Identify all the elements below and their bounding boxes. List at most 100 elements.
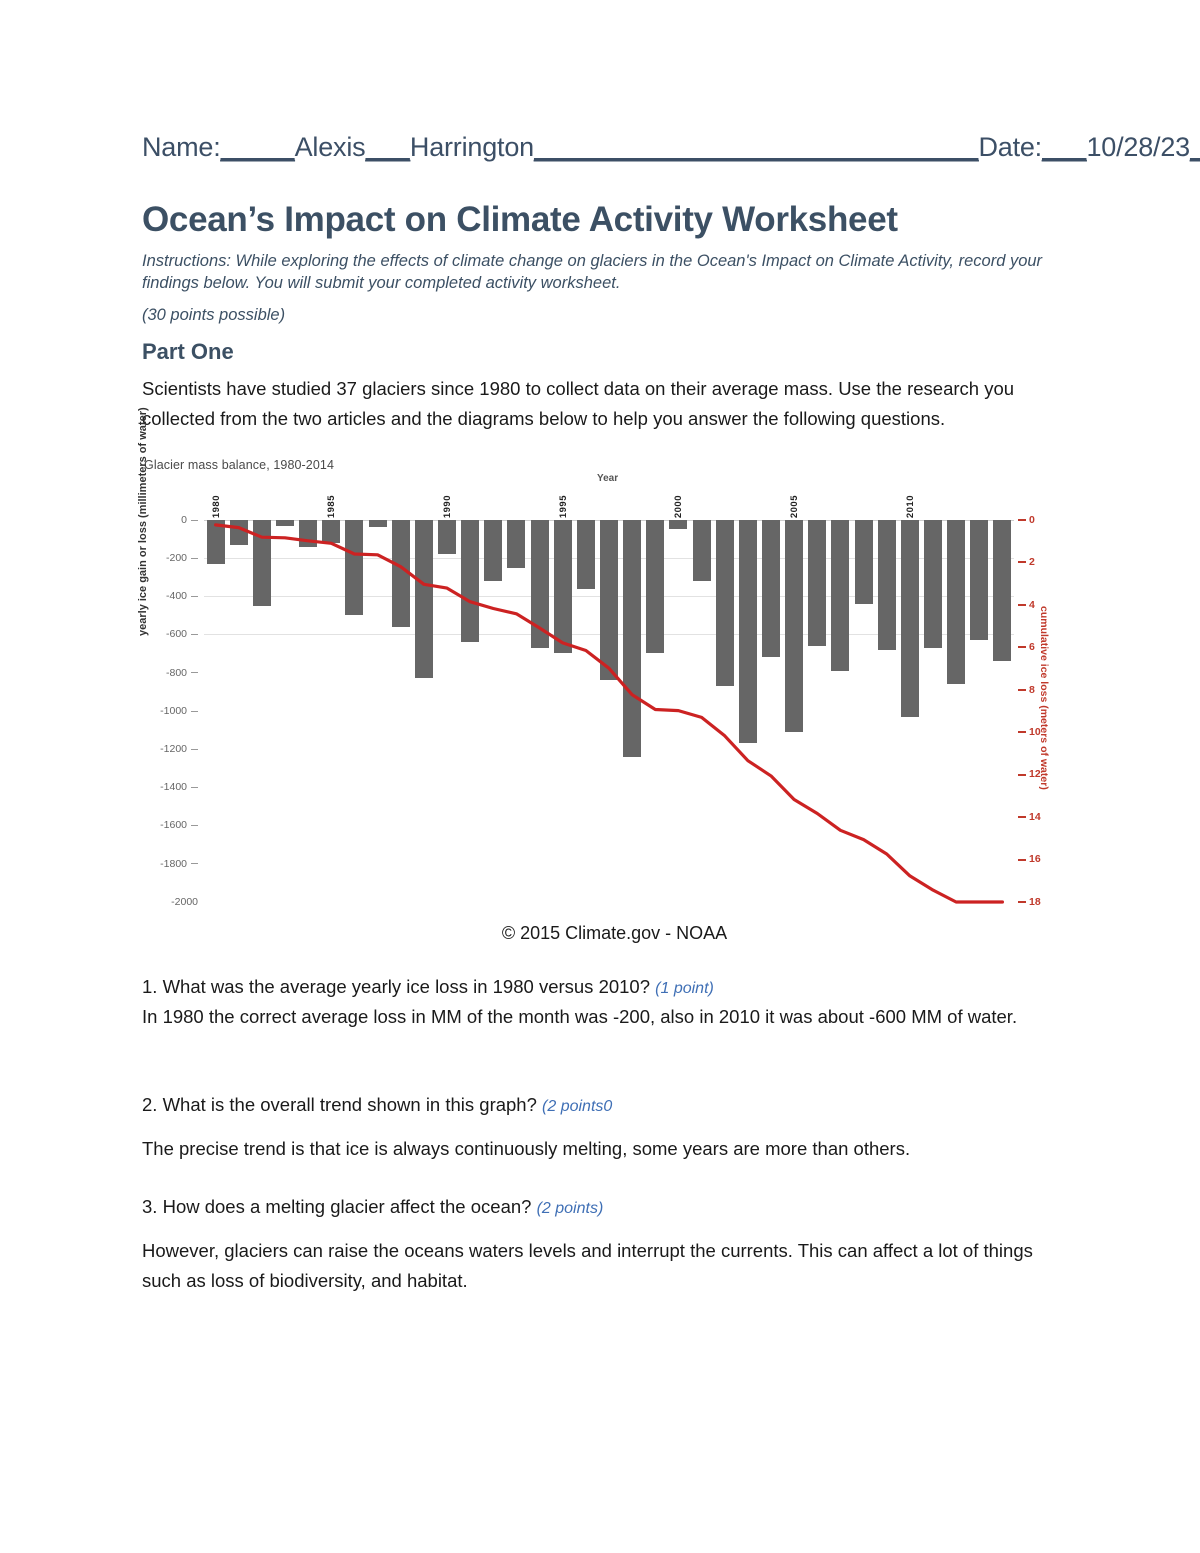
name-value: Alexis — [294, 132, 366, 162]
part-one-body: Scientists have studied 37 glaciers sinc… — [142, 377, 1015, 429]
chart-bar — [970, 519, 989, 641]
spacer — [142, 1120, 1067, 1134]
chart-xtick: 1995 — [557, 494, 569, 518]
question-1-answer[interactable]: In 1980 the correct average loss in MM o… — [142, 1005, 1018, 1027]
chart-ytick-right: 4 — [1014, 599, 1035, 611]
chart-bar — [947, 519, 966, 685]
chart-bar — [368, 519, 387, 528]
chart-bar — [785, 519, 804, 732]
chart-bar — [738, 519, 757, 744]
chart-ytick-left: -1400 — [160, 781, 204, 793]
chart-xaxis-label: Year — [597, 472, 619, 484]
instructions-text: Instructions: While exploring the effect… — [142, 251, 1043, 292]
figure-credit: © 2015 Climate.gov - NOAA — [501, 922, 728, 943]
chart-ytick-left: -1200 — [160, 743, 204, 755]
date-label: Date: — [978, 132, 1042, 162]
question-2-points: (2 points0 — [542, 1097, 613, 1115]
chart-ytick-left: -400 — [166, 590, 204, 602]
chart-ytick-right: 10 — [1014, 726, 1041, 738]
chart-bar — [761, 519, 781, 658]
chart-bar — [391, 519, 410, 627]
chart-bar — [414, 519, 433, 679]
chart-bar — [206, 519, 225, 564]
chart-xtick: 1985 — [326, 494, 338, 518]
chart-ytick-right: 6 — [1014, 641, 1035, 653]
chart-bar — [877, 519, 896, 650]
chart-plot-area: 0 -200 -400 -600 -800 -1000 -1200 -1400 -1600 -18… — [160, 495, 1041, 908]
chart-ytick-right: 16 — [1014, 853, 1041, 865]
chart-bar — [715, 519, 734, 686]
page-title: Ocean’s Impact on Climate Activity Works… — [142, 199, 898, 239]
question-2-text: What is the overall trend shown in this … — [162, 1093, 537, 1115]
spacer — [142, 1032, 1067, 1062]
chart-bar — [437, 519, 457, 555]
chart: Glacier mass balance, 1980-2014 Year yea… — [137, 407, 1067, 913]
chart-bar — [461, 519, 480, 643]
chart-bar — [576, 519, 595, 589]
chart-ytick-left: 0 — [181, 514, 204, 526]
chart-title: Glacier mass balance, 1980-2014 — [144, 457, 335, 472]
name-blank-3: ______________________________ — [533, 132, 979, 162]
chart-ytick-right: 12 — [1014, 768, 1041, 780]
chart-cumulative-line — [214, 523, 1005, 904]
chart-xtick: 2000 — [673, 494, 685, 518]
chart-bar — [322, 519, 341, 543]
chart-ytick-right: 2 — [1014, 556, 1035, 568]
chart-bar — [669, 519, 688, 530]
chart-bar — [808, 519, 827, 646]
question-1-number: 1. — [142, 975, 158, 997]
chart-bar — [900, 519, 919, 717]
chart-bar — [507, 519, 526, 568]
chart-ytick-left: -1000 — [160, 705, 204, 717]
document-content: Name:_____Alexis___Harrington___________… — [137, 130, 1200, 1296]
chart-bar — [599, 519, 619, 681]
chart-xtick: 2005 — [789, 494, 801, 518]
chart-xtick: 1990 — [442, 494, 453, 518]
question-1-points: (1 point) — [655, 979, 714, 997]
question-3-answer[interactable]: However, glaciers can raise the oceans w… — [142, 1239, 1033, 1291]
chart-ytick-right: 14 — [1014, 811, 1041, 823]
question-2-prompt: 2. What is the overall trend shown in th… — [142, 1090, 1067, 1120]
question-2-block: 2. What is the overall trend shown in th… — [142, 1090, 1067, 1164]
question-3-number: 3. — [142, 1195, 158, 1217]
question-2-number: 2. — [142, 1093, 158, 1115]
chart-bar — [854, 519, 873, 604]
question-2-answer[interactable]: The precise trend is that ice is always … — [142, 1137, 911, 1159]
name-label: Name: — [142, 132, 221, 162]
question-3-text: How does a melting glacier affect the oc… — [162, 1195, 532, 1217]
chart-bar — [553, 519, 572, 654]
chart-bar — [275, 519, 295, 526]
part-one-heading: Part One — [142, 338, 234, 364]
date-blank-1: ___ — [1042, 132, 1087, 162]
chart-ytick-left: -1600 — [160, 819, 204, 831]
chart-bar — [831, 519, 850, 671]
chart-yaxis-right-label: cumulative ice loss (meters of water) — [1038, 605, 1050, 790]
question-3-prompt: 3. How does a melting glacier affect the… — [142, 1192, 1067, 1222]
spacer — [142, 1222, 1067, 1236]
chart-bar — [692, 519, 711, 581]
date-blank-2: __________ — [1190, 132, 1200, 162]
name-blank-2: ___ — [365, 132, 410, 162]
question-3-points: (2 points) — [536, 1199, 604, 1217]
date-value: 10/28/23 — [1086, 132, 1190, 162]
chart-ytick-right: 8 — [1014, 684, 1035, 696]
points-possible-text: (30 points possible) — [142, 305, 286, 324]
chart-bar — [530, 519, 549, 648]
chart-ytick-right: 18 — [1014, 896, 1041, 908]
chart-bar — [345, 519, 364, 616]
chart-yaxis-left-label: yearly ice gain or loss (millimeters of … — [137, 407, 149, 636]
question-3-block: 3. How does a melting glacier affect the… — [142, 1192, 1067, 1296]
chart-bar — [484, 519, 503, 581]
chart-ytick-left: -2000 — [171, 895, 198, 908]
chart-bar — [923, 519, 943, 648]
chart-bar — [252, 519, 271, 606]
chart-ytick-right: 0 — [1014, 514, 1035, 526]
question-1-text: What was the average yearly ice loss in … — [162, 975, 651, 997]
question-1-block: 1. What was the average yearly ice loss … — [142, 972, 1067, 1032]
name-blank-1: _____ — [220, 132, 295, 162]
question-1-prompt: 1. What was the average yearly ice loss … — [142, 972, 1067, 1002]
chart-ytick-left: -200 — [166, 552, 204, 564]
name-value-last: Harrington — [409, 132, 534, 162]
chart-bar — [993, 519, 1012, 662]
